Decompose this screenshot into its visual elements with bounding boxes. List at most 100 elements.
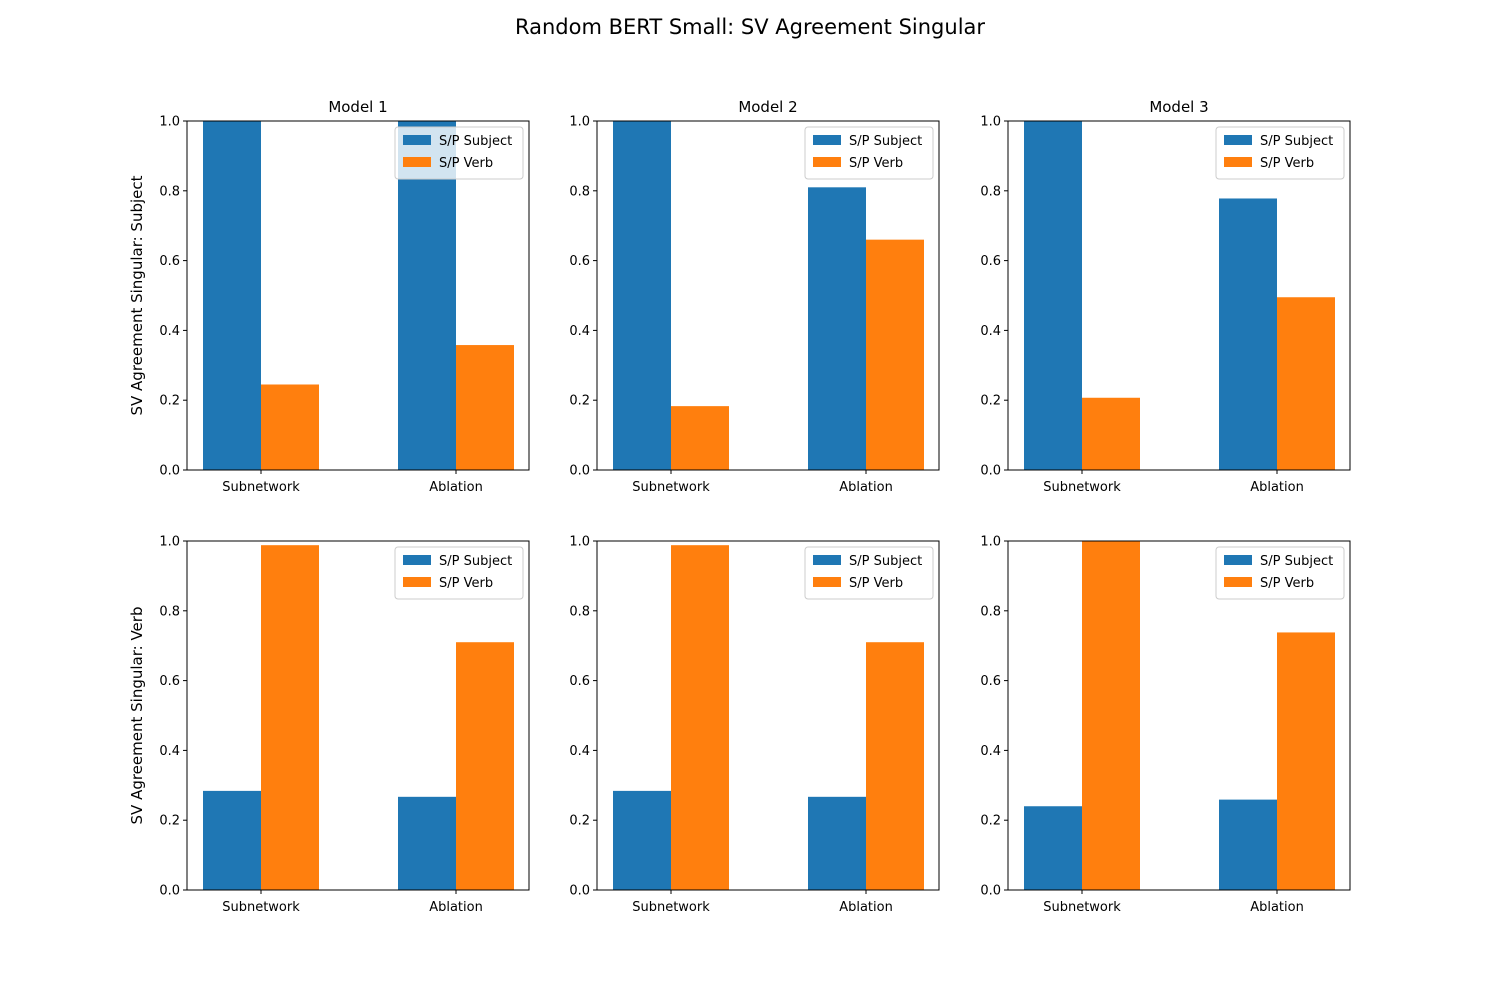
legend-label: S/P Verb: [849, 576, 903, 591]
y-axis-label: SV Agreement Singular: Subject: [128, 175, 146, 415]
subplot-3: 0.0 0.2 0.4 0.6 0.8 1.0 Subnetwork Ablation Mode…: [980, 98, 1351, 495]
bar-verb-subnetwork: [261, 384, 319, 470]
x-tick-label: Ablation: [429, 480, 483, 495]
bar-verb-subnetwork: [261, 545, 319, 890]
bar-verb-ablation: [1277, 632, 1335, 890]
legend-swatch: [403, 577, 431, 587]
bar-subject-subnetwork: [613, 790, 671, 890]
legend: S/P Subject S/P Verb: [1215, 546, 1345, 600]
y-tick-label: 1.0: [159, 535, 180, 550]
axes-frame: [186, 120, 530, 471]
y-tick-label: 0.6: [980, 254, 1001, 269]
legend-swatch: [1224, 577, 1252, 587]
bar-verb-ablation: [456, 345, 514, 470]
legend-label: S/P Verb: [1260, 576, 1314, 591]
y-tick-label: 0.0: [569, 464, 590, 479]
legend-swatch: [813, 157, 841, 167]
legend-label: S/P Verb: [439, 576, 493, 591]
bar-verb-ablation: [1277, 297, 1335, 470]
y-tick-label: 0.6: [980, 674, 1001, 689]
legend-swatch: [813, 135, 841, 145]
y-tick-label: 0.8: [569, 184, 590, 199]
legend-label: S/P Subject: [849, 134, 922, 149]
y-tick-label: 0.8: [159, 604, 180, 619]
legend-swatch: [403, 555, 431, 565]
legend-swatch: [403, 135, 431, 145]
legend-label: S/P Subject: [849, 554, 922, 569]
y-tick-label: 0.8: [980, 184, 1001, 199]
x-tick-label: Subnetwork: [632, 480, 710, 495]
y-tick-label: 0.2: [159, 814, 180, 829]
x-tick-label: Ablation: [1250, 480, 1304, 495]
y-tick-label: 0.4: [980, 744, 1001, 759]
x-tick-label: Subnetwork: [632, 900, 710, 915]
subplot-title: Model 1: [328, 98, 387, 116]
subplot-5: 0.0 0.2 0.4 0.6 0.8 1.0 Subnetwork Ablation S/P …: [569, 535, 940, 915]
bar-subject-subnetwork: [203, 121, 261, 470]
y-tick-label: 0.2: [569, 394, 590, 409]
x-tick-label: Subnetwork: [1043, 480, 1121, 495]
bar-subject-subnetwork: [203, 790, 261, 890]
bar-subject-ablation: [398, 796, 456, 890]
bar-verb-subnetwork: [1082, 397, 1140, 470]
y-tick-label: 0.6: [569, 674, 590, 689]
y-tick-label: 0.0: [569, 884, 590, 899]
bar-subject-subnetwork: [1024, 806, 1082, 890]
bar-subject-ablation: [1219, 198, 1277, 470]
y-tick-label: 0.6: [569, 254, 590, 269]
x-tick-label: Subnetwork: [222, 480, 300, 495]
subplot-title: Model 2: [738, 98, 797, 116]
y-tick-label: 0.2: [569, 814, 590, 829]
legend: S/P Subject S/P Verb: [804, 546, 934, 600]
x-tick-label: Ablation: [839, 480, 893, 495]
legend-label: S/P Subject: [439, 134, 512, 149]
y-tick-label: 1.0: [159, 115, 180, 130]
y-tick-label: 0.6: [159, 254, 180, 269]
subplot-4: 0.0 0.2 0.4 0.6 0.8 1.0 Subnetwork Ablation SV A…: [128, 535, 530, 915]
legend-label: S/P Verb: [439, 156, 493, 171]
bar-verb-ablation: [866, 642, 924, 890]
subplot-title: Model 3: [1149, 98, 1208, 116]
y-tick-label: 0.0: [980, 464, 1001, 479]
legend-swatch: [1224, 555, 1252, 565]
bar-subject-ablation: [808, 187, 866, 470]
legend: S/P Subject S/P Verb: [804, 126, 934, 180]
legend-label: S/P Verb: [1260, 156, 1314, 171]
y-tick-label: 0.4: [980, 324, 1001, 339]
legend: S/P Subject S/P Verb: [394, 126, 524, 180]
y-tick-label: 1.0: [569, 535, 590, 550]
legend-swatch: [1224, 135, 1252, 145]
y-tick-label: 0.2: [980, 394, 1001, 409]
y-axis-label: SV Agreement Singular: Verb: [128, 607, 146, 825]
bar-subject-subnetwork: [1024, 121, 1082, 470]
legend: S/P Subject S/P Verb: [394, 546, 524, 600]
subplot-6: 0.0 0.2 0.4 0.6 0.8 1.0 Subnetwork Ablation S/P …: [980, 535, 1351, 915]
x-tick-label: Ablation: [1250, 900, 1304, 915]
legend-label: S/P Subject: [1260, 134, 1333, 149]
y-tick-label: 1.0: [980, 115, 1001, 130]
y-tick-label: 0.4: [159, 744, 180, 759]
bar-subject-ablation: [1219, 799, 1277, 890]
legend-swatch: [813, 555, 841, 565]
y-tick-label: 1.0: [980, 535, 1001, 550]
y-tick-label: 0.0: [159, 884, 180, 899]
legend: S/P Subject S/P Verb: [1215, 126, 1345, 180]
x-tick-label: Subnetwork: [1043, 900, 1121, 915]
x-tick-label: Ablation: [429, 900, 483, 915]
bar-verb-subnetwork: [1082, 541, 1140, 890]
bar-subject-subnetwork: [613, 121, 671, 470]
y-tick-label: 0.4: [569, 744, 590, 759]
bar-subject-ablation: [808, 796, 866, 890]
legend-swatch: [403, 157, 431, 167]
y-tick-label: 0.4: [569, 324, 590, 339]
legend-label: S/P Subject: [439, 554, 512, 569]
legend-swatch: [1224, 157, 1252, 167]
subplot-1: 0.0 0.2 0.4 0.6 0.8 1.0 Subnetwork Ablation Mode…: [128, 98, 530, 495]
y-tick-label: 0.8: [980, 604, 1001, 619]
axes-frame: [186, 540, 530, 891]
axes-frame: [1007, 120, 1351, 471]
subplot-2: 0.0 0.2 0.4 0.6 0.8 1.0 Subnetwork Ablation Mode…: [569, 98, 940, 495]
axes-frame: [1007, 540, 1351, 891]
